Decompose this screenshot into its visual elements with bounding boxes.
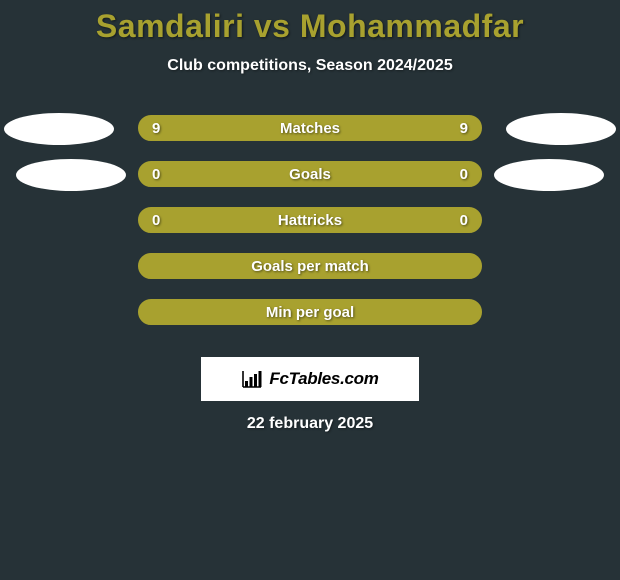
stat-bar: 0 Goals 0 [138, 161, 482, 187]
stat-bar: Goals per match [138, 253, 482, 279]
player-right-ellipse [506, 113, 616, 145]
stats-container: 9 Matches 9 0 Goals 0 0 Hattricks 0 Goals per mat… [0, 115, 620, 345]
player-right-ellipse [494, 159, 604, 191]
stat-label: Matches [280, 120, 340, 137]
stat-row: 0 Hattricks 0 [0, 207, 620, 253]
source-badge: FcTables.com [201, 357, 419, 401]
bar-chart-icon [241, 369, 263, 389]
player-left-ellipse [4, 113, 114, 145]
stat-value-right: 9 [460, 120, 468, 137]
stat-value-right: 0 [460, 212, 468, 229]
stat-label: Goals [289, 166, 331, 183]
player-left-ellipse [16, 159, 126, 191]
stat-label: Min per goal [266, 304, 354, 321]
stat-bar: Min per goal [138, 299, 482, 325]
stat-value-left: 0 [152, 166, 160, 183]
page-subtitle: Club competitions, Season 2024/2025 [0, 57, 620, 75]
stat-bar: 9 Matches 9 [138, 115, 482, 141]
stat-row: 0 Goals 0 [0, 161, 620, 207]
stat-row: Goals per match [0, 253, 620, 299]
source-badge-text: FcTables.com [269, 369, 378, 389]
stat-label: Hattricks [278, 212, 342, 229]
comparison-infographic: Samdaliri vs Mohammadfar Club competitio… [0, 0, 620, 580]
stat-label: Goals per match [251, 258, 369, 275]
stat-value-right: 0 [460, 166, 468, 183]
stat-value-left: 9 [152, 120, 160, 137]
date-label: 22 february 2025 [0, 415, 620, 433]
stat-row: 9 Matches 9 [0, 115, 620, 161]
stat-row: Min per goal [0, 299, 620, 345]
stat-bar: 0 Hattricks 0 [138, 207, 482, 233]
page-title: Samdaliri vs Mohammadfar [0, 0, 620, 45]
stat-value-left: 0 [152, 212, 160, 229]
